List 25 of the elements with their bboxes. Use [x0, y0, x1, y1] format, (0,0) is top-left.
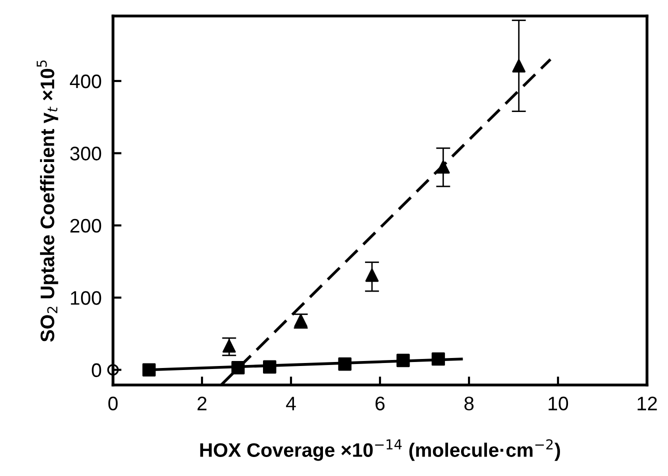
x-tick-label: 10 — [548, 396, 568, 410]
point — [231, 361, 245, 374]
point — [436, 160, 450, 174]
x-tick-label: 6 — [376, 396, 385, 410]
x-tick-label: 4 — [286, 396, 296, 410]
x-tick-label: 0 — [108, 396, 118, 410]
y-tick-label: 200 — [70, 218, 102, 233]
point — [107, 364, 119, 376]
x-tick-label: 12 — [638, 396, 657, 410]
point — [338, 357, 352, 371]
point — [512, 59, 526, 72]
point — [396, 354, 410, 368]
y-axis-title: SO$_{2}$ Uptake Coefficient γ$_{t}$ ×10$^{5}$ — [36, 60, 58, 342]
point — [262, 360, 276, 374]
point — [142, 363, 156, 376]
y-tick-label: 400 — [70, 74, 102, 88]
x-tick-label: 2 — [198, 396, 206, 410]
point — [432, 352, 445, 366]
x-axis-title: HOX Coverage ×10$^{−14}$ (molecule·cm$^{−2}$) — [200, 439, 560, 461]
point — [222, 339, 236, 353]
y-tick-label: 0 — [92, 363, 102, 378]
y-tick-label: 100 — [70, 291, 102, 305]
y-tick-label: 300 — [70, 146, 102, 160]
point — [365, 268, 379, 282]
x-tick-label: 8 — [464, 396, 474, 410]
